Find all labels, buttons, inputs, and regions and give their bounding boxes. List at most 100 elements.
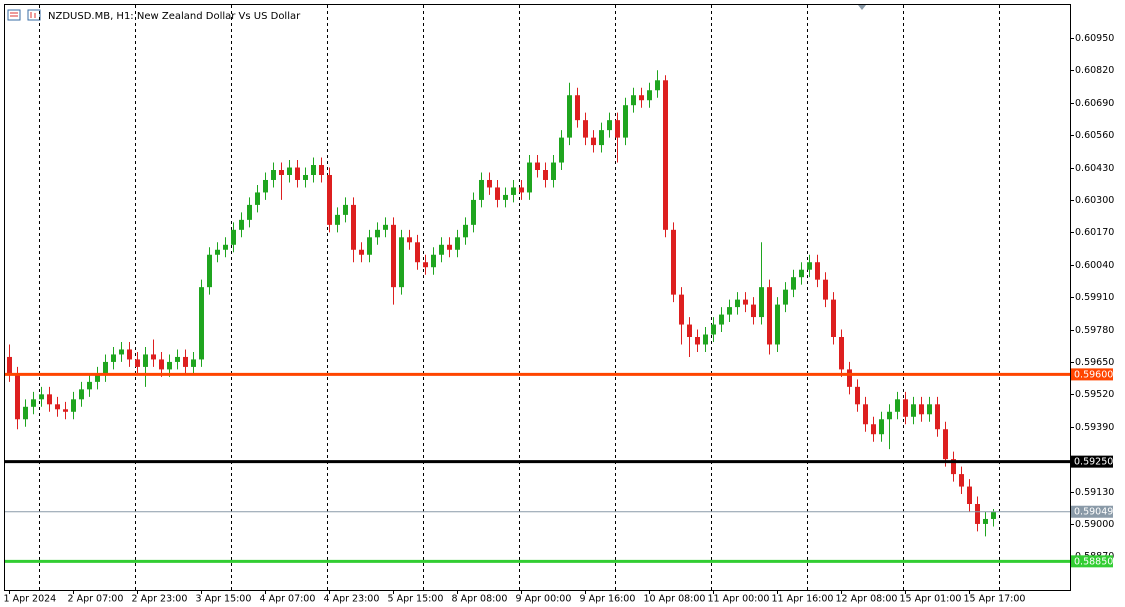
candle-body <box>751 304 756 318</box>
candle-body <box>295 167 300 180</box>
level-label-box <box>1071 505 1113 518</box>
candle-body <box>983 518 988 524</box>
level-label-box <box>1071 555 1113 568</box>
candle-body <box>175 356 180 362</box>
candle-body <box>55 404 60 410</box>
candle-body <box>239 219 244 230</box>
candle-body <box>215 249 220 255</box>
candle-body <box>495 187 500 200</box>
axes: 0.60950 0.60820 0.60690 0.60560 0.60430 0.603… <box>4 33 1115 605</box>
candle-body <box>407 237 412 243</box>
x-tick-label: 4 Apr 23:00 <box>324 594 380 605</box>
candle-body <box>543 170 548 180</box>
candle-body <box>927 404 932 415</box>
candle-body <box>615 120 620 138</box>
candle-body <box>127 349 132 360</box>
candle-body <box>815 262 820 280</box>
candle-body <box>95 374 100 382</box>
candle-body <box>567 95 572 138</box>
level-label-box <box>1071 368 1113 381</box>
candle-body <box>695 337 700 345</box>
x-tick-label: 15 Apr 01:00 <box>900 594 962 605</box>
candle-body <box>879 419 884 435</box>
x-tick-label: 2 Apr 23:00 <box>132 594 188 605</box>
candle-body <box>423 262 428 268</box>
candle-body <box>903 399 908 417</box>
candle-body <box>791 277 796 290</box>
candle-body <box>663 80 668 230</box>
candle-body <box>919 404 924 415</box>
candle-body <box>7 356 12 375</box>
y-tick-label: 0.60430 <box>1075 163 1114 174</box>
candle-body <box>263 179 268 193</box>
candle-body <box>103 361 108 375</box>
candle-body <box>199 287 204 360</box>
candle-body <box>951 459 956 475</box>
candle-body <box>535 162 540 171</box>
candle-body <box>839 337 844 370</box>
y-tick-label: 0.59910 <box>1075 292 1114 303</box>
x-tick-label: 11 Apr 00:00 <box>708 594 770 605</box>
candle-body <box>975 504 980 524</box>
app-icon <box>7 9 41 21</box>
candle-body <box>287 167 292 175</box>
candle-body <box>679 294 684 325</box>
candle-body <box>303 174 308 180</box>
candle-body <box>719 314 724 325</box>
y-tick-label: 0.60950 <box>1075 33 1114 44</box>
candle-body <box>895 399 900 412</box>
candle-body <box>191 359 196 367</box>
x-tick-label: 15 Apr 17:00 <box>964 594 1026 605</box>
candle-body <box>463 224 468 238</box>
candle-body <box>639 95 644 101</box>
candle-body <box>559 137 564 163</box>
candles <box>5 70 1070 563</box>
candle-body <box>727 307 732 315</box>
shift-marker <box>858 5 866 10</box>
candle-body <box>991 511 996 519</box>
candle-body <box>575 95 580 121</box>
y-tick-label: 0.60300 <box>1075 195 1114 206</box>
candle-body <box>375 229 380 238</box>
candle-body <box>447 244 452 250</box>
candle-body <box>503 194 508 200</box>
y-tick-label: 0.59520 <box>1075 389 1114 400</box>
candle-body <box>455 237 460 250</box>
candle-body <box>767 287 772 345</box>
x-tick-label: 11 Apr 16:00 <box>772 594 834 605</box>
candle-body <box>111 354 116 362</box>
y-tick-label: 0.60040 <box>1075 260 1114 271</box>
x-tick-label: 2 Apr 07:00 <box>68 594 124 605</box>
candle-body <box>599 130 604 146</box>
x-tick-label: 1 Apr 2024 <box>4 594 57 605</box>
candle-body <box>151 354 156 360</box>
candle-body <box>39 394 44 400</box>
candle-body <box>735 299 740 308</box>
candle-body <box>855 386 860 405</box>
candle-body <box>207 254 212 288</box>
candle-body <box>391 224 396 288</box>
y-tick-label: 0.59390 <box>1075 422 1114 433</box>
x-tick-label: 9 Apr 00:00 <box>516 594 572 605</box>
candle-body <box>47 394 52 405</box>
grid <box>39 5 1000 590</box>
candle-body <box>383 224 388 230</box>
candle-body <box>351 204 356 250</box>
candle-body <box>479 179 484 200</box>
candle-body <box>343 204 348 215</box>
candle-body <box>527 162 532 193</box>
candle-body <box>799 269 804 278</box>
candle-body <box>671 229 676 295</box>
candle-body <box>519 187 524 193</box>
candle-body <box>511 187 516 195</box>
candle-body <box>23 406 28 420</box>
candle-body <box>135 359 140 367</box>
candle-body <box>439 244 444 255</box>
x-tick-label: 10 Apr 08:00 <box>644 594 706 605</box>
candle-body <box>471 199 476 225</box>
candle-body <box>159 359 164 370</box>
candle-body <box>415 242 420 263</box>
y-tick-label: 0.59650 <box>1075 357 1114 368</box>
